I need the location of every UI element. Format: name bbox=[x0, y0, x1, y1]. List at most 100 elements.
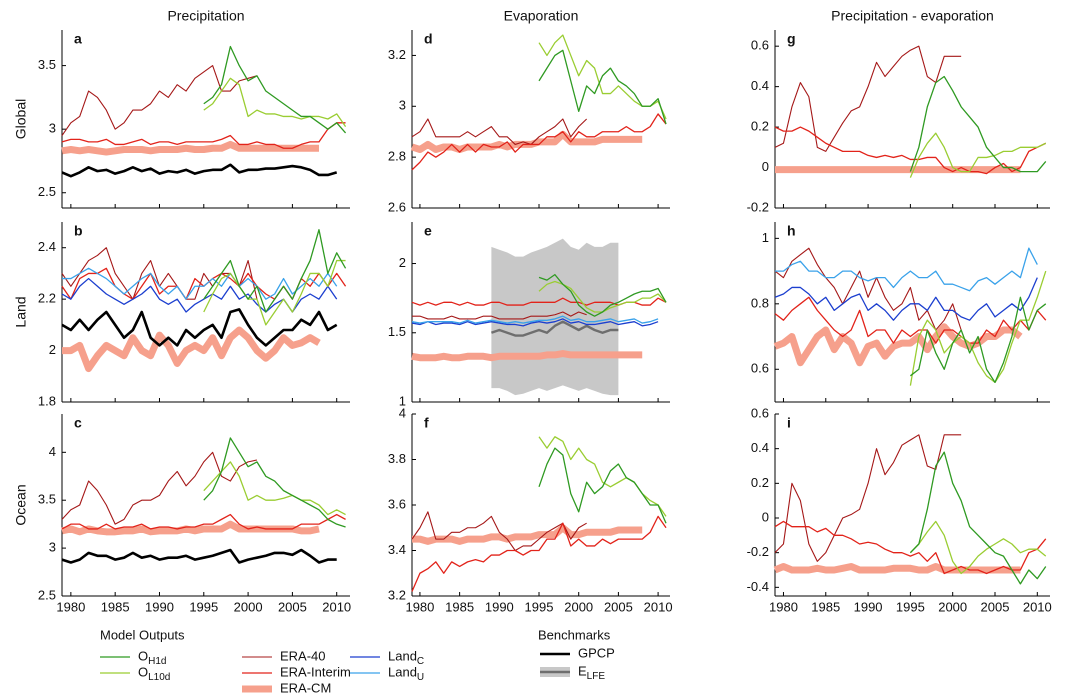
y-tick-label: 3.5 bbox=[38, 492, 56, 507]
x-tick-label: 2010 bbox=[644, 599, 673, 614]
y-tick-label: 3.5 bbox=[38, 57, 56, 72]
series-line bbox=[774, 277, 1038, 321]
x-tick-label: 1980 bbox=[56, 599, 85, 614]
y-tick-label: 1 bbox=[762, 230, 769, 245]
panel: d 2.6 2.8 3 3.2 bbox=[388, 30, 670, 214]
series-line bbox=[411, 118, 588, 145]
series-line bbox=[411, 113, 667, 171]
panel-letter: e bbox=[424, 223, 432, 239]
series-line bbox=[909, 270, 1047, 386]
column-title: Precipitation bbox=[167, 8, 244, 24]
uncertainty-band bbox=[491, 238, 619, 396]
x-tick-label: 1985 bbox=[445, 599, 474, 614]
y-tick-label: 0.2 bbox=[751, 119, 769, 134]
x-tick-label: 1980 bbox=[769, 599, 798, 614]
y-tick-label: 2.6 bbox=[388, 199, 406, 214]
panel: h 0.6 0.8 1 bbox=[751, 222, 1050, 403]
legend-label: LandC bbox=[388, 648, 424, 666]
series-line bbox=[909, 132, 1047, 178]
y-tick-label: 0.8 bbox=[751, 295, 769, 310]
legend-subscript: U bbox=[417, 672, 424, 683]
y-tick-label: 3.6 bbox=[388, 496, 406, 511]
x-tick-label: 2010 bbox=[322, 599, 351, 614]
series-line bbox=[61, 451, 258, 525]
legend-label: ELFE bbox=[578, 663, 605, 681]
series-line bbox=[775, 247, 1038, 292]
series-line bbox=[61, 122, 346, 149]
panel-letter: g bbox=[787, 31, 796, 47]
y-tick-label: 3 bbox=[49, 121, 56, 136]
y-tick-label: 3.4 bbox=[388, 542, 406, 557]
x-tick-label: 1990 bbox=[485, 599, 514, 614]
x-tick-label: 1995 bbox=[896, 599, 925, 614]
y-tick-label: 2.4 bbox=[38, 239, 56, 254]
y-tick-label: 4 bbox=[49, 444, 56, 459]
series-line bbox=[411, 318, 659, 327]
x-tick-label: 2000 bbox=[938, 599, 967, 614]
y-tick-label: 0.2 bbox=[751, 475, 769, 490]
legend-label: OL10d bbox=[138, 664, 170, 682]
series-line bbox=[773, 563, 1021, 574]
y-tick-label: 0.6 bbox=[751, 38, 769, 53]
y-tick-label: 4 bbox=[399, 405, 406, 420]
legend-title: Benchmarks bbox=[538, 627, 611, 642]
series-line bbox=[61, 513, 346, 530]
y-tick-label: 0 bbox=[762, 509, 769, 524]
y-tick-label: 1.5 bbox=[388, 324, 406, 339]
y-tick-label: 0 bbox=[762, 159, 769, 174]
column-title: Evaporation bbox=[504, 8, 579, 24]
series-line bbox=[61, 140, 319, 156]
x-tick-label: 2005 bbox=[604, 599, 633, 614]
legend-subscript: C bbox=[417, 656, 424, 667]
series-line bbox=[774, 520, 1047, 575]
panel: e 1 1.5 2 bbox=[388, 222, 670, 408]
column-title: Precipitation - evaporation bbox=[831, 8, 994, 24]
x-tick-label: 2000 bbox=[564, 599, 593, 614]
series-line bbox=[62, 267, 338, 300]
y-tick-label: 0.4 bbox=[751, 440, 769, 455]
x-tick-label: 2005 bbox=[278, 599, 307, 614]
series-line bbox=[411, 511, 587, 552]
panel: g -0.2 0 0.2 0.4 0.6 bbox=[747, 30, 1050, 214]
y-tick-label: 1.8 bbox=[38, 393, 56, 408]
row-label: Ocean bbox=[13, 484, 29, 525]
x-tick-label: 1985 bbox=[811, 599, 840, 614]
y-tick-label: 2 bbox=[399, 255, 406, 270]
x-tick-label: 1985 bbox=[101, 599, 130, 614]
series-line bbox=[62, 326, 321, 373]
legend-subscript: H1d bbox=[148, 656, 166, 667]
series-line bbox=[909, 520, 1047, 575]
series-line bbox=[61, 548, 337, 564]
series-line bbox=[411, 515, 667, 592]
series-line bbox=[774, 247, 962, 331]
panel: f 3.2 3.4 3.6 3.8 4 1980 1985 1990 1995 2000 2005 20… bbox=[388, 405, 673, 614]
legend-label: ERA-Interim bbox=[280, 664, 351, 679]
series-line bbox=[203, 461, 346, 516]
y-tick-label: 2.2 bbox=[38, 291, 56, 306]
y-tick-label: -0.4 bbox=[747, 579, 769, 594]
row-label: Land bbox=[13, 296, 29, 327]
panel-letter: i bbox=[787, 415, 791, 431]
panel-letter: b bbox=[74, 223, 83, 239]
series-line bbox=[61, 65, 258, 136]
series-line bbox=[61, 163, 338, 178]
x-tick-label: 1990 bbox=[145, 599, 174, 614]
y-tick-label: 2 bbox=[49, 342, 56, 357]
panel: a 2.5 3 3.5 bbox=[38, 30, 350, 209]
series-line bbox=[774, 434, 962, 562]
legend-label: ERA-CM bbox=[280, 680, 331, 695]
y-tick-label: 3 bbox=[399, 98, 406, 113]
series-line bbox=[774, 296, 1047, 344]
series-line bbox=[490, 320, 619, 337]
y-tick-label: 3.8 bbox=[388, 451, 406, 466]
y-tick-label: 2.5 bbox=[38, 184, 56, 199]
panel-letter: h bbox=[787, 223, 796, 239]
panel: c 2.5 3 3.5 4 1980 1985 1990 1995 2000 2005 2010 bbox=[38, 414, 351, 614]
series-line bbox=[909, 75, 1047, 173]
y-tick-label: 3.2 bbox=[388, 587, 406, 602]
y-tick-label: 3.2 bbox=[388, 47, 406, 62]
x-tick-label: 1995 bbox=[189, 599, 218, 614]
series-line bbox=[412, 524, 643, 545]
panel-letter: d bbox=[424, 31, 433, 47]
y-tick-label: 3 bbox=[49, 540, 56, 555]
